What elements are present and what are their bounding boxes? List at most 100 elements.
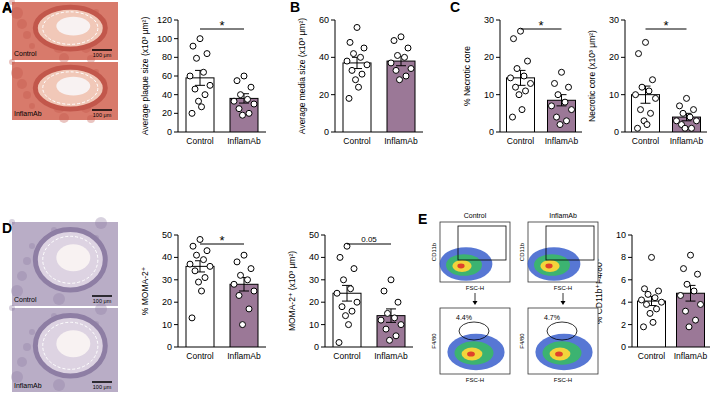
data-point (523, 88, 529, 94)
tissue-texture (23, 257, 31, 265)
y-axis-label: % MOMA-2⁺ (140, 267, 150, 315)
y-tick-label: 40 (162, 90, 172, 100)
data-point (246, 306, 252, 312)
data-point (555, 92, 561, 98)
y-tick (621, 57, 625, 58)
tissue-texture (11, 67, 23, 79)
y-tick (174, 279, 178, 280)
plaque-outline (43, 72, 98, 104)
y-tick-label: 50 (309, 230, 319, 240)
bar (387, 61, 415, 132)
y-tick-label: 8 (621, 252, 626, 262)
bar-chart: A020406080100120Average plaque size (x10… (2, 0, 266, 146)
page: {"chart_data":[ {"type":"bar","panel_lab… (0, 0, 719, 395)
data-point (391, 38, 397, 44)
data-point (405, 45, 411, 51)
flow-axis-label: FSC-H (554, 285, 572, 291)
density-blob (440, 247, 493, 281)
y-tick (174, 57, 178, 58)
marks (186, 36, 258, 132)
y-tick-label: 10 (162, 320, 172, 330)
data-point (528, 80, 534, 86)
density-blob (447, 334, 504, 370)
data-point (364, 62, 370, 68)
data-point (516, 92, 522, 98)
gate (546, 226, 594, 260)
y-tick-label: 0 (621, 342, 626, 352)
marks (343, 24, 415, 132)
data-point (683, 308, 689, 314)
data-point (189, 315, 195, 321)
data-point (245, 96, 251, 102)
data-point (334, 290, 340, 296)
y-tick (628, 279, 632, 280)
arrow-head (561, 301, 566, 305)
panel-label: B (290, 0, 300, 15)
data-point (251, 288, 257, 294)
data-point (199, 288, 205, 294)
y-tick-label: 40 (309, 252, 319, 262)
bar-chart: 01020304050MOMA-2⁺ (x10³ μm²)ControlInfl… (287, 230, 413, 361)
data-point (650, 77, 656, 83)
error-bar-cap (386, 322, 396, 323)
category-label: InflamAb (374, 351, 408, 361)
y-tick (628, 257, 632, 258)
gate-percent: 4.4% (456, 314, 472, 321)
histology-image (12, 308, 118, 392)
density-blob (455, 341, 494, 364)
data-point (559, 69, 565, 75)
y-tick (174, 132, 178, 133)
y-tick-label: 50 (162, 230, 172, 240)
density-blob (534, 254, 570, 276)
vessel-wall (35, 7, 105, 49)
data-point (187, 73, 193, 79)
y-axis (178, 235, 179, 347)
data-point (653, 95, 659, 101)
tissue-texture (29, 103, 35, 109)
y-axis (335, 20, 336, 132)
data-point (693, 317, 699, 323)
data-point (519, 107, 525, 113)
data-point (202, 275, 208, 281)
data-point (398, 34, 404, 40)
y-tick (174, 94, 178, 95)
data-point (635, 125, 641, 131)
data-point (638, 107, 644, 113)
data-point (648, 110, 654, 116)
data-point (194, 252, 200, 258)
tissue-texture (11, 7, 23, 19)
y-tick (621, 132, 625, 133)
tissue-texture (9, 305, 15, 311)
flow-axis-label: CD11b (431, 242, 437, 261)
y-tick-label: 30 (609, 15, 619, 25)
data-point (196, 279, 202, 285)
data-point (641, 324, 647, 330)
flow-plot (440, 308, 510, 374)
category-label: InflamAb (674, 351, 708, 361)
y-axis-label: Average media size (x10³ μm²) (297, 18, 307, 134)
data-point (659, 299, 665, 305)
y-tick-label: 6 (621, 275, 626, 285)
tissue-texture (59, 113, 69, 123)
data-point (192, 86, 198, 92)
data-point (202, 92, 208, 98)
histology-panel: DControl100 μmInflamAb100 μm (2, 217, 118, 392)
tissue-texture (95, 217, 107, 229)
histology-image (12, 222, 118, 306)
category-label: Control (186, 351, 214, 361)
data-point (381, 288, 387, 294)
bar (343, 63, 371, 132)
bar (638, 301, 666, 347)
flow-plot (528, 222, 598, 282)
vessel-wall (35, 67, 105, 109)
significance-label: * (219, 233, 224, 248)
data-point (557, 122, 563, 128)
data-point (348, 286, 354, 292)
data-point (361, 45, 367, 51)
data-point (358, 54, 364, 60)
marks (186, 236, 258, 347)
scale-bar (92, 109, 112, 111)
y-tick-label: 100 (157, 34, 172, 44)
data-point (238, 92, 244, 98)
panel-label: E (418, 211, 427, 227)
